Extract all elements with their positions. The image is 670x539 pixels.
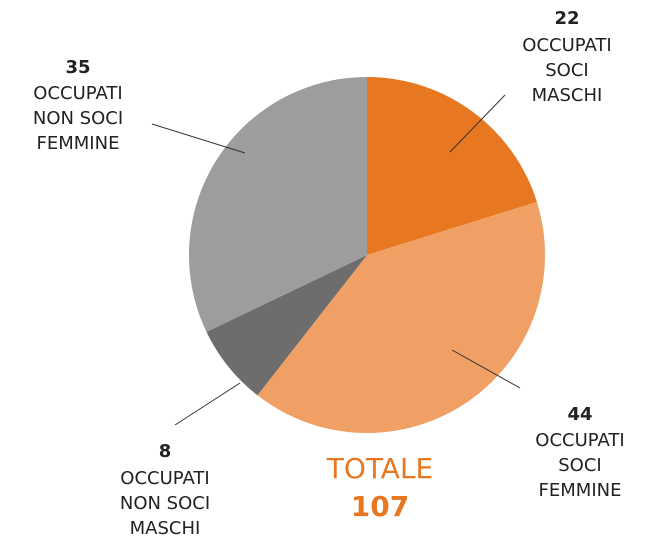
slice-label: OCCUPATI SOCI MASCHI (522, 35, 612, 106)
total-value: 107 (350, 490, 410, 523)
leader-line (151, 123, 246, 154)
slice-label: OCCUPATI NON SOCI MASCHI (119, 468, 211, 539)
pie-slice (367, 77, 537, 255)
data-label: 22 (554, 8, 580, 29)
slice-label: OCCUPATI NON SOCI FEMMINE (32, 83, 124, 154)
slice-label: OCCUPATI SOCI FEMMINE (535, 430, 625, 501)
pie-slice (257, 201, 545, 433)
data-label: 35 (65, 57, 91, 78)
leader-line (449, 94, 506, 153)
pie-slice (189, 77, 367, 332)
leader-line (451, 349, 521, 389)
leader-line (174, 382, 241, 426)
data-label: 8 (158, 441, 172, 462)
data-label: 44 (567, 404, 593, 425)
total-label: TOTALE (326, 452, 434, 485)
pie-slice (206, 255, 367, 396)
